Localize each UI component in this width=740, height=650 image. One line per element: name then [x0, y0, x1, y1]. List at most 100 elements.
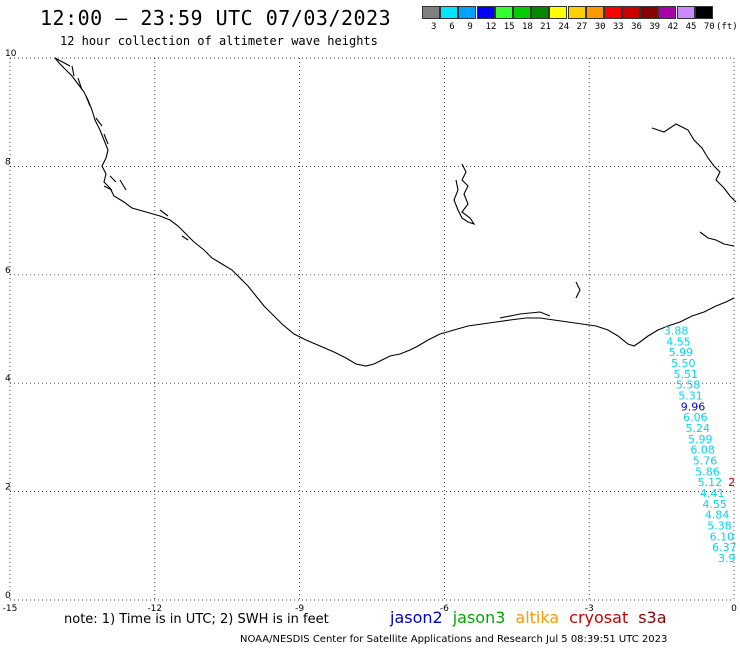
scale-bin: 30	[585, 6, 606, 32]
scale-swatch	[640, 6, 659, 19]
footnote: note: 1) Time is in UTC; 2) SWH is in fe…	[64, 612, 329, 627]
color-scale-unit: (ft)	[716, 22, 738, 32]
y-tick-label: 8	[5, 157, 11, 167]
scale-label: 70	[703, 22, 715, 32]
page-title: 12:00 – 23:59 UTC 07/03/2023	[40, 6, 392, 30]
x-tick-label: 0	[731, 604, 737, 614]
scale-label: 36	[631, 22, 642, 32]
scale-swatch	[422, 6, 440, 19]
scale-bin: 33	[603, 6, 624, 32]
scale-swatch	[676, 6, 695, 19]
scale-swatch	[585, 6, 604, 19]
scale-label: 30	[594, 22, 606, 32]
scale-label: 3	[431, 22, 437, 32]
coastline-upper-detail	[54, 57, 189, 241]
scale-bin: 27	[567, 6, 587, 32]
y-tick-label: 2	[5, 483, 11, 493]
wave-height-label: 3.88	[664, 324, 689, 337]
scale-label: 24	[558, 22, 570, 32]
wave-height-label: 4.41	[700, 487, 725, 500]
scale-swatch	[494, 6, 513, 19]
wave-height-label: 5.50	[671, 357, 696, 370]
scale-swatch	[476, 6, 495, 19]
coastline-west-africa	[54, 57, 735, 367]
wave-height-label: 6.37	[712, 541, 737, 554]
wave-height-label: 4.84	[705, 509, 730, 522]
island-small	[575, 281, 581, 299]
scale-bin: 21	[531, 6, 551, 32]
scale-bin: 70	[694, 6, 715, 32]
wave-height-label: 4.55	[666, 335, 691, 348]
altimeter-observations: 3.884.555.995.505.515.585.319.966.065.24…	[664, 324, 737, 565]
wave-height-label: 5.99	[688, 433, 713, 446]
credit-line: NOAA/NESDIS Center for Satellite Applica…	[240, 634, 668, 645]
satellite-legend-item: cryosat	[569, 608, 629, 627]
wave-height-label: 3.9	[718, 552, 736, 565]
wave-height-label: 6.06	[683, 411, 708, 424]
scale-bin: 9	[458, 6, 477, 32]
axis-tick-labels: -15 -12 -9 -6 -3 0 0 2 4 6 8 10	[3, 49, 737, 614]
satellite-legend-item: s3a	[638, 608, 667, 627]
scale-swatch	[694, 6, 713, 19]
scale-label: 21	[540, 22, 551, 32]
scale-bin: 24	[549, 6, 569, 32]
scale-swatch	[531, 6, 550, 19]
y-tick-label: 0	[5, 591, 11, 601]
scale-bin: 42	[658, 6, 678, 32]
wave-height-label: 5.86	[695, 465, 720, 478]
x-tick-label: -9	[295, 604, 304, 614]
scale-bin: 15	[494, 6, 515, 32]
coastline	[54, 57, 737, 367]
wave-height-label: 5.24	[686, 422, 711, 435]
y-tick-label: 10	[5, 49, 17, 59]
scale-bin: 39	[640, 6, 660, 32]
scale-label: 12	[485, 22, 497, 32]
wave-height-label: 5.51	[673, 368, 698, 381]
coastline-east	[651, 123, 737, 203]
scale-label: 45	[685, 22, 697, 32]
x-tick-label: -6	[440, 604, 449, 614]
scale-swatch	[549, 6, 568, 19]
scale-label: 15	[503, 22, 515, 32]
scale-label: 6	[449, 22, 455, 32]
color-scale-legend: 3 6 9 12 15 18 21 24 27 30 33 36 39 42 45 70	[422, 6, 715, 32]
scale-bin: 36	[622, 6, 642, 32]
scale-swatch	[458, 6, 477, 19]
page-subtitle: 12 hour collection of altimeter wave hei…	[60, 34, 378, 48]
scale-label: 39	[649, 22, 661, 32]
scale-swatch	[512, 6, 531, 19]
scale-swatch	[622, 6, 641, 19]
wave-height-label: 6.08	[690, 444, 715, 457]
scale-label: 42	[667, 22, 679, 32]
wave-height-label: 5.38	[707, 520, 732, 533]
scale-label: 9	[467, 22, 473, 32]
wave-height-label: 2	[728, 476, 735, 489]
scale-label: 18	[521, 22, 533, 32]
x-tick-label: -12	[147, 604, 162, 614]
wave-height-label: 6.10	[710, 530, 735, 543]
scale-swatch	[603, 6, 622, 19]
satellite-legend-item: jason3	[452, 608, 506, 627]
wave-height-label: 5.31	[678, 389, 703, 402]
scale-swatch	[440, 6, 459, 19]
scale-bin: 3	[422, 6, 440, 32]
scale-swatch	[567, 6, 586, 19]
bay-inlet	[453, 163, 476, 226]
y-tick-label: 6	[5, 266, 11, 276]
satellite-legend-item: jason2	[390, 608, 443, 627]
wave-height-label: 5.76	[693, 455, 718, 468]
x-tick-label: -3	[585, 604, 594, 614]
scale-bin: 6	[440, 6, 459, 32]
wave-height-label: 5.12	[698, 476, 723, 489]
graticule	[9, 57, 735, 601]
wave-height-label: 9.96	[681, 400, 706, 413]
scale-label: 33	[612, 22, 624, 32]
wave-height-label: 5.58	[676, 379, 701, 392]
scale-label: 27	[576, 22, 588, 32]
coastline-east-2	[699, 231, 735, 247]
wave-height-label: 5.99	[669, 346, 694, 359]
satellite-legend: jason2 jason3 altika cryosat s3a	[390, 608, 677, 627]
scale-bin: 45	[676, 6, 696, 32]
scale-bin: 12	[476, 6, 496, 32]
